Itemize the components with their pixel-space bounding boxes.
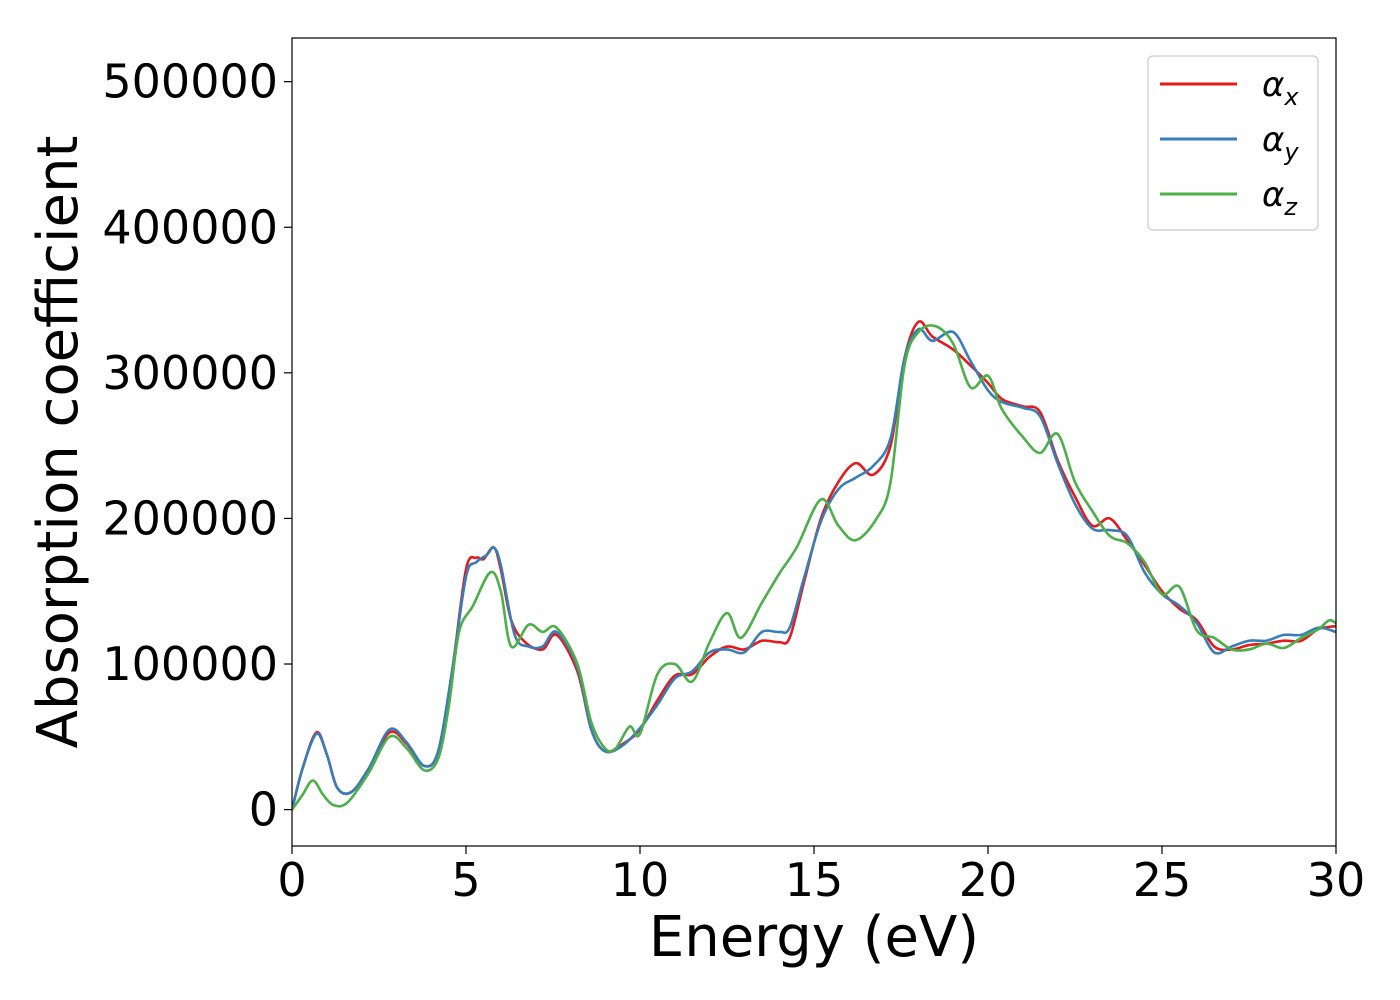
y-axis: 0 100000 200000 300000 400000 500000 [102,55,292,837]
x-axis-title: Energy (eV) [649,905,979,970]
y-tick-label: 500000 [102,55,278,109]
x-tick-label: 0 [277,853,306,907]
x-tick-label: 5 [451,853,480,907]
legend-label-y: αy [1262,120,1299,166]
series-line-z [292,324,1336,811]
x-tick-label: 25 [1133,853,1192,907]
y-axis-title: Absorption coefficient [26,136,91,749]
legend-label-x: αx [1262,65,1299,111]
legend-label-subscript: y [1283,138,1299,166]
y-tick-label: 100000 [102,637,278,691]
x-axis: 0 5 10 15 20 25 30 [277,846,1365,907]
x-tick-label: 10 [611,853,670,907]
legend-label-z: αz [1262,175,1298,221]
legend-label-subscript: x [1283,83,1299,111]
legend-label-base: α [1262,120,1284,160]
y-tick-label: 400000 [102,200,278,254]
x-tick-label: 20 [959,853,1018,907]
y-tick-label: 300000 [102,346,278,400]
legend-label-base: α [1262,65,1284,105]
legend-label-subscript: z [1283,193,1298,221]
y-tick-label: 0 [249,783,278,837]
x-tick-label: 30 [1307,853,1366,907]
x-tick-label: 15 [785,853,844,907]
legend-label-base: α [1262,175,1284,215]
series-layer [292,319,1336,811]
y-tick-label: 200000 [102,491,278,545]
legend-frame [1147,55,1319,231]
